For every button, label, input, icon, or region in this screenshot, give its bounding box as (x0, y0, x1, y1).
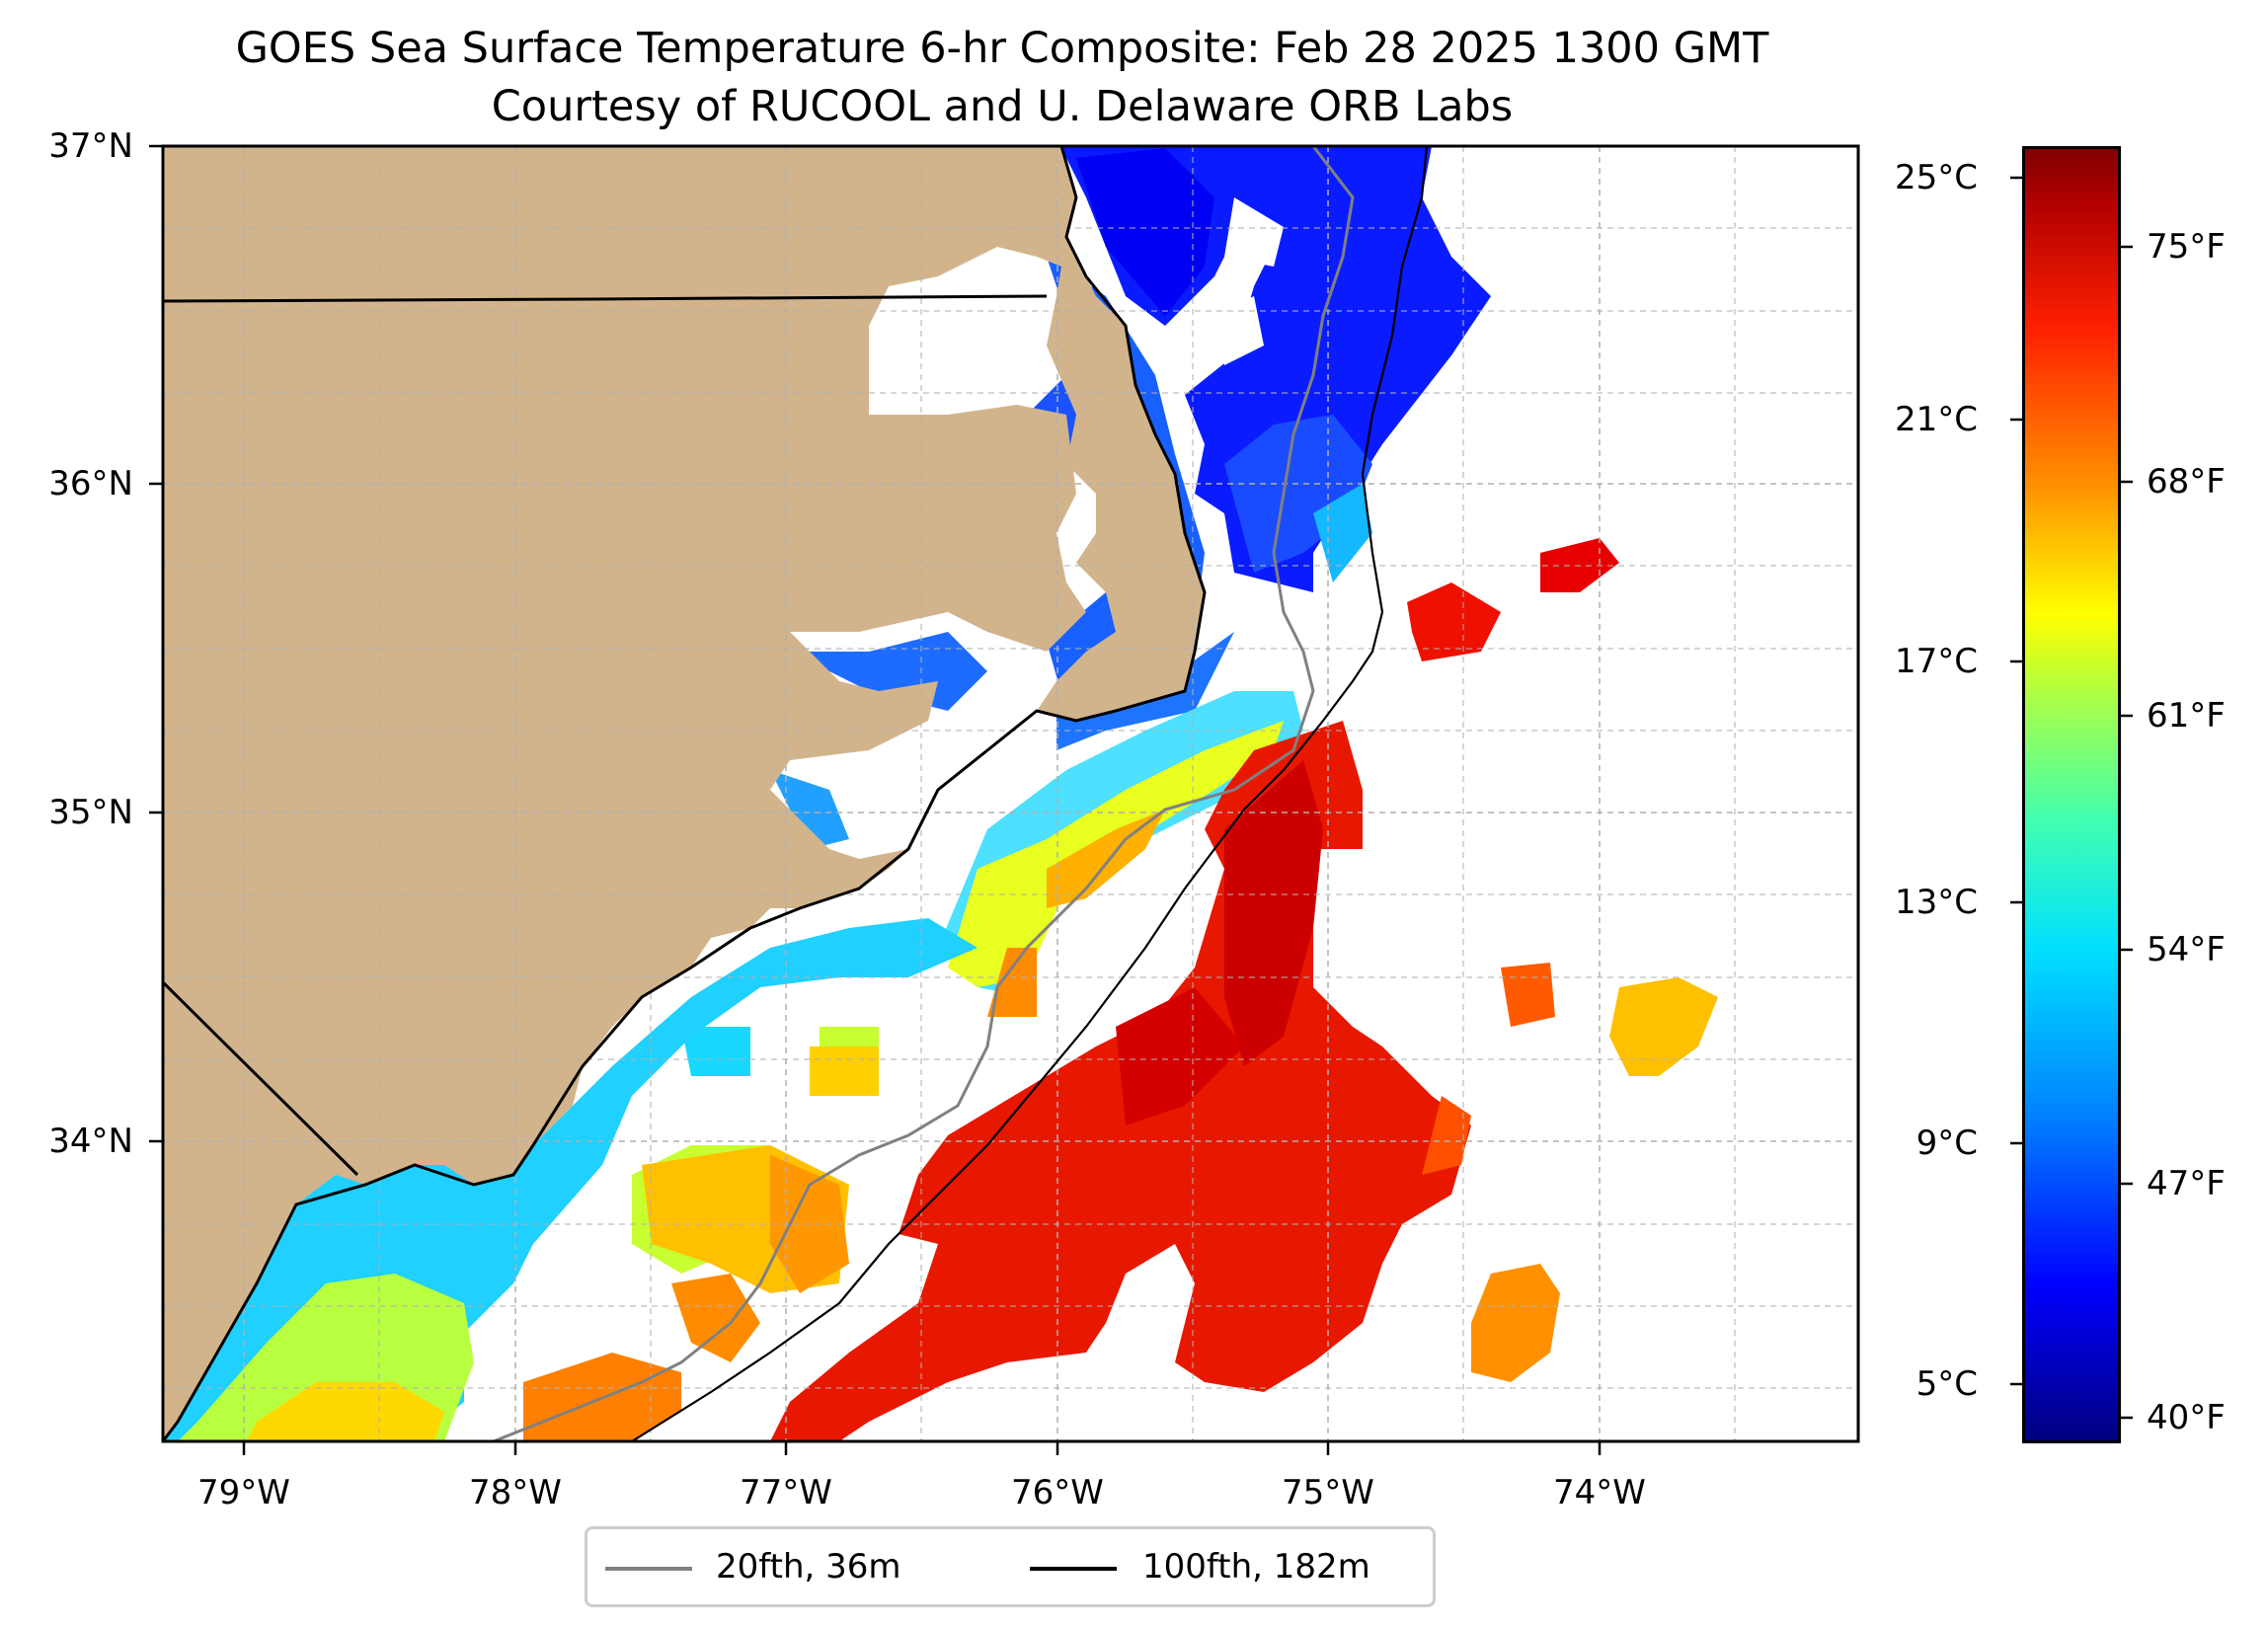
sst-coastal-band (163, 918, 978, 1441)
axis-ticks (149, 144, 2133, 1455)
map-subtitle: Courtesy of RUCOOL and U. Delaware ORB L… (491, 82, 1514, 131)
legend: 20fth, 36m 100fth, 182m (585, 1526, 1436, 1607)
coastline (163, 146, 1207, 1441)
colorbar-label-25c: 25°C (1894, 158, 1978, 197)
colorbar-label-5c: 5°C (1916, 1364, 1978, 1404)
colorbar-label-54f: 54°F (2147, 930, 2226, 969)
land-peninsula (1037, 237, 1205, 721)
lon-label-74w: 74°W (1553, 1473, 1646, 1512)
colorbar-label-13c: 13°C (1894, 883, 1978, 922)
gridlines (163, 146, 1858, 1441)
legend-swatch-100fth (1030, 1567, 1117, 1571)
lat-label-37n: 37°N (48, 126, 133, 166)
colorbar-label-17c: 17°C (1894, 642, 1978, 681)
legend-label-100fth: 100fth, 182m (1142, 1547, 1370, 1587)
contour-100fth (631, 146, 1429, 1441)
legend-label-20fth: 20fth, 36m (716, 1547, 901, 1587)
lon-label-76w: 76°W (1011, 1473, 1104, 1512)
colorbar-label-9c: 9°C (1916, 1123, 1978, 1163)
contour-20fth (493, 146, 1355, 1441)
lon-label-75w: 75°W (1282, 1473, 1374, 1512)
lat-label-34n: 34°N (48, 1122, 133, 1161)
sst-gulf-stream (770, 538, 1718, 1441)
lon-label-77w: 77°W (740, 1473, 832, 1512)
colorbar (2022, 146, 2121, 1443)
lat-label-36n: 36°N (48, 464, 133, 503)
lat-label-35n: 35°N (48, 793, 133, 832)
lon-label-78w: 78°W (469, 1473, 562, 1512)
colorbar-label-68f: 68°F (2147, 462, 2226, 502)
colorbar-label-40f: 40°F (2147, 1398, 2226, 1437)
colorbar-label-47f: 47°F (2147, 1164, 2226, 1203)
legend-swatch-20fth (605, 1567, 692, 1571)
lon-label-79w: 79°W (197, 1473, 290, 1512)
map-frame (161, 144, 1860, 1443)
land-mass (163, 146, 1086, 1441)
colorbar-label-21c: 21°C (1894, 400, 1978, 439)
map-title: GOES Sea Surface Temperature 6-hr Compos… (235, 24, 1769, 73)
state-borders (163, 294, 1048, 1177)
colorbar-label-61f: 61°F (2147, 696, 2226, 736)
colorbar-label-75f: 75°F (2147, 227, 2226, 267)
